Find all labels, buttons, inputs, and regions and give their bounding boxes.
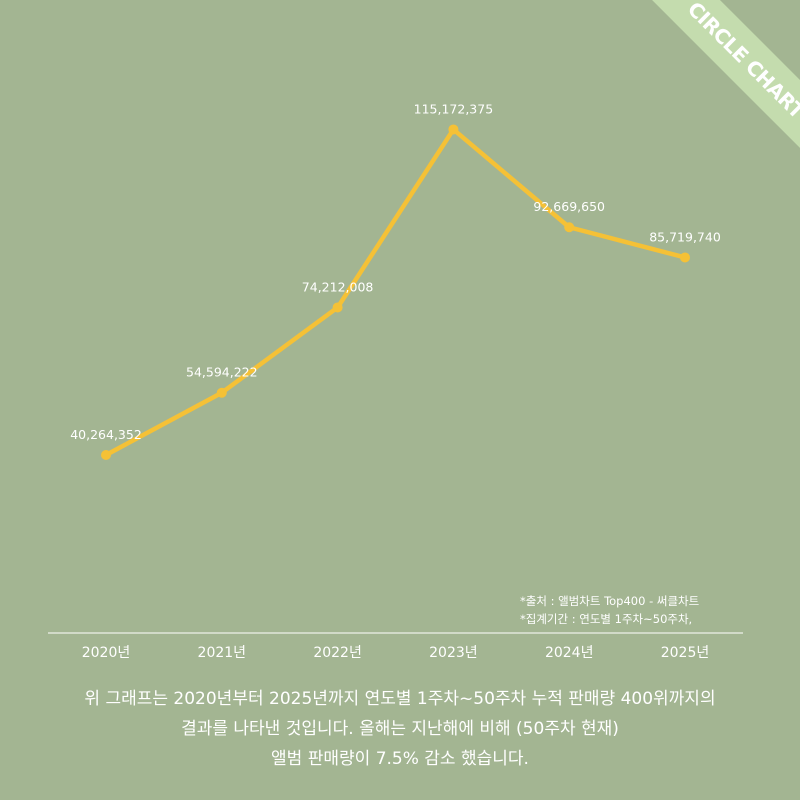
x-tick-label: 2022년 [313, 645, 362, 661]
source-text: *출처 : 앨범차트 Top400 - 써클차트 [520, 594, 700, 608]
data-label: 40,264,352 [70, 427, 142, 442]
data-label: 85,719,740 [649, 229, 721, 244]
data-label: 54,594,222 [186, 365, 258, 380]
data-point [216, 387, 227, 398]
source-note: *출처 : 앨범차트 Top400 - 써클차트 *집계기간 : 연도별 1주차… [520, 592, 699, 628]
data-point [448, 124, 459, 135]
caption-line-2: 결과를 나타낸 것입니다. 올해는 지난해에 비해 (50주차 현재) [181, 719, 619, 739]
data-points [101, 124, 690, 461]
x-tick-label: 2020년 [82, 645, 131, 661]
data-point [101, 450, 111, 461]
data-point [680, 252, 690, 263]
series-line [103, 127, 688, 458]
period-text: *집계기간 : 연도별 1주차~50주차, [520, 612, 693, 626]
caption: 위 그래프는 2020년부터 2025년까지 연도별 1주차~50주차 누적 판… [0, 684, 800, 774]
x-tick-label: 2024년 [545, 645, 594, 661]
data-labels: 40,264,352 54,594,222 74,212,008 115,172,37… [70, 101, 721, 442]
caption-line-1: 위 그래프는 2020년부터 2025년까지 연도별 1주차~50주차 누적 판… [84, 689, 716, 709]
data-label: 115,172,375 [414, 101, 494, 116]
data-label: 74,212,008 [302, 279, 374, 294]
data-point [564, 222, 575, 233]
x-tick-label: 2021년 [198, 645, 247, 661]
x-tick-label: 2023년 [429, 645, 478, 661]
x-tick-labels: 2020년 2021년 2022년 2023년 2024년 2025년 [82, 645, 710, 661]
caption-line-3: 앨범 판매량이 7.5% 감소 했습니다. [271, 749, 529, 769]
x-tick-label: 2025년 [661, 645, 710, 661]
data-point [332, 302, 343, 313]
data-label: 92,669,650 [533, 199, 605, 214]
